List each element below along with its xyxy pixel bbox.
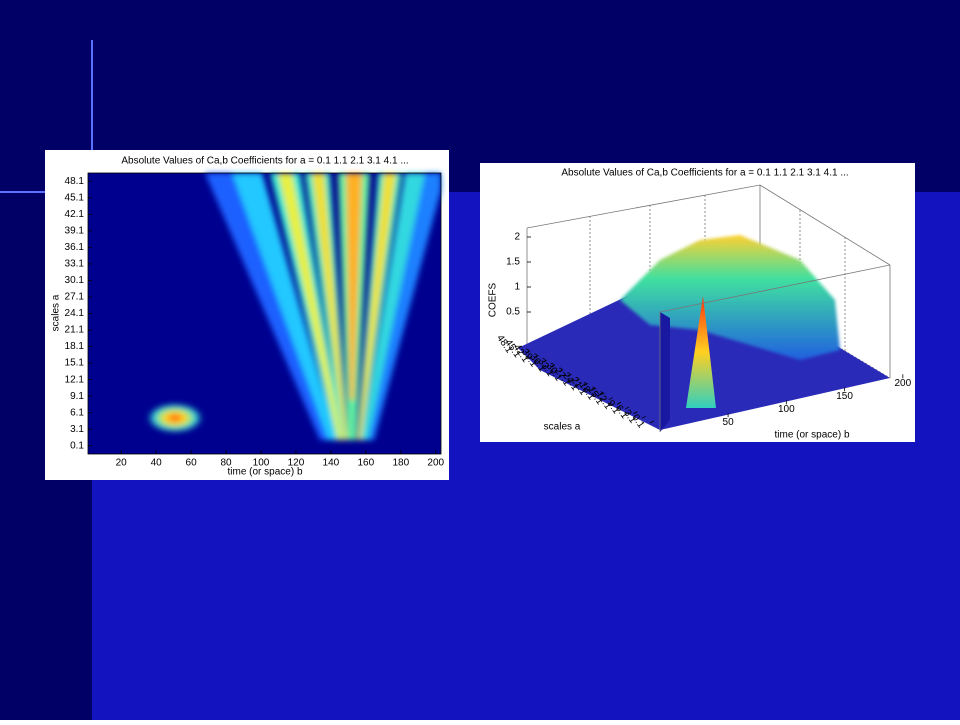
y-tick-label: 27.1	[65, 292, 85, 303]
z-tick-label: 0.5	[506, 307, 520, 318]
x-tick-label: 200	[894, 378, 911, 389]
y-tick-label: 36.1	[65, 242, 85, 253]
y-tick	[517, 345, 523, 349]
y-tick	[575, 378, 580, 382]
x-tick-label: 50	[723, 417, 735, 428]
x-tick-label: 160	[358, 458, 375, 469]
y-tick	[600, 392, 605, 396]
y-tick-label: 24.1	[65, 308, 85, 319]
y-tick-label: 33.1	[65, 259, 85, 270]
y-tick	[567, 373, 572, 377]
x-tick-label: 80	[220, 458, 232, 469]
y-tick-label: 30.1	[65, 275, 85, 286]
y-tick-label: 0.1	[70, 440, 84, 451]
x-tick-label: 40	[151, 458, 163, 469]
z-tick-label: 1	[514, 282, 520, 293]
y-tick-label: 15.1	[65, 358, 85, 369]
y-tick-label: 9.1	[70, 391, 84, 402]
y-tick-label: 48.1	[65, 176, 85, 187]
chart-title: Absolute Values of Ca,b Coefficients for…	[561, 168, 848, 179]
y-tick-label: 3.1	[70, 424, 84, 435]
y-tick	[592, 387, 597, 391]
y-tick	[625, 406, 630, 410]
y-tick	[633, 411, 638, 414]
y-tick-label: 12.1	[65, 374, 85, 385]
y-tick	[550, 364, 556, 368]
x-tick-label: 150	[836, 391, 853, 402]
z-tick-label: 1.5	[506, 257, 520, 268]
y-tick-label: 39.1	[65, 225, 85, 236]
z-axis-label: COEFS	[488, 282, 499, 317]
x-tick-label: 180	[392, 458, 409, 469]
y-tick	[649, 420, 655, 424]
y-tick	[534, 355, 539, 358]
y-tick-label: 6.1	[70, 407, 84, 418]
y-tick	[559, 369, 564, 372]
x-axis-label: time (or space) b	[774, 430, 849, 441]
x-tick-label: 100	[778, 404, 795, 415]
z-tick-label: 2	[514, 232, 520, 243]
y-tick	[542, 359, 547, 363]
surface-spike	[686, 296, 716, 408]
y-tick	[526, 350, 531, 354]
x-tick-label: 20	[116, 458, 128, 469]
y-tick	[641, 415, 646, 419]
x-tick-label: 140	[323, 458, 340, 469]
x-tick-label: 120	[288, 458, 305, 469]
x-axis-label: time (or space) b	[227, 467, 302, 478]
y-tick	[608, 397, 613, 400]
y-axis-label: scales a	[51, 294, 62, 331]
y-axis-label: scales a	[544, 422, 581, 433]
heatmap-image	[145, 173, 441, 440]
y-tick	[583, 383, 589, 386]
x-tick-label: 60	[186, 458, 198, 469]
y-tick-label: 42.1	[65, 209, 85, 220]
y-tick-label: 18.1	[65, 341, 85, 352]
chart-title: Absolute Values of Ca,b Coefficients for…	[121, 156, 408, 167]
x-tick-label: 200	[427, 458, 444, 469]
y-tick-label: 21.1	[65, 325, 85, 336]
y-tick-label: 45.1	[65, 192, 85, 203]
axes-box	[659, 264, 891, 313]
x-tick-label: 100	[253, 458, 270, 469]
surface	[518, 235, 891, 432]
y-tick	[616, 401, 622, 405]
surface-face	[660, 312, 670, 432]
heatmap	[88, 173, 441, 454]
